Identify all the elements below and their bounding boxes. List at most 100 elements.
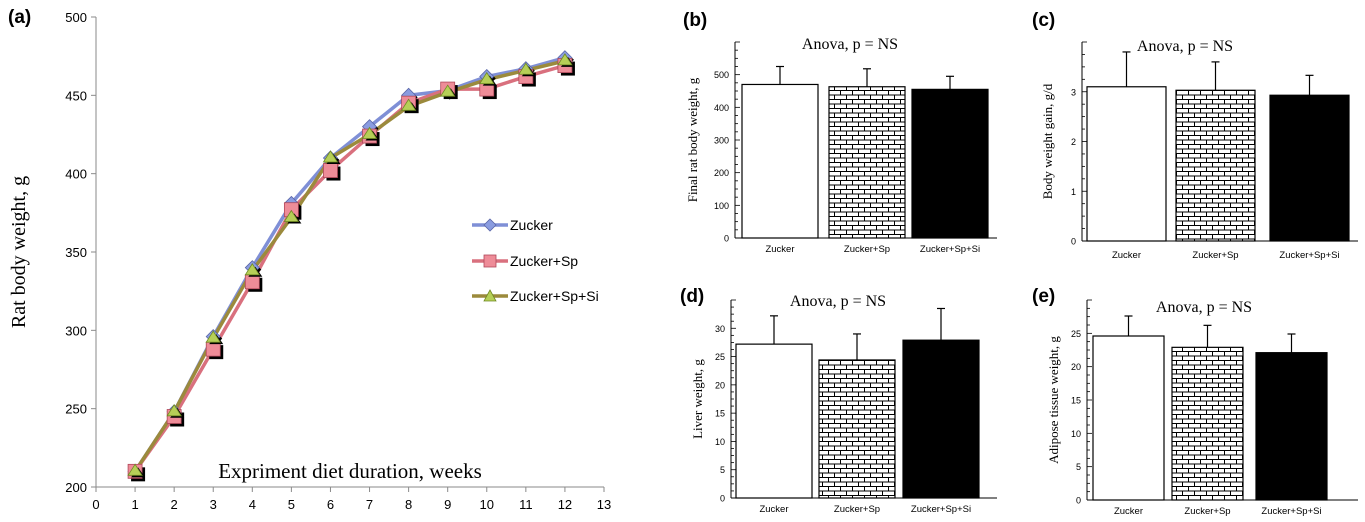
bar-zucker-sp-si	[902, 339, 980, 499]
anova-annotation: Anova, p = NS	[1137, 38, 1233, 55]
y-tick-label: 3	[1071, 87, 1076, 97]
bar-zucker-sp-si	[1269, 94, 1350, 242]
data-point	[205, 341, 221, 357]
y-tick-label: 25	[1071, 329, 1081, 339]
data-point	[166, 404, 182, 417]
series-line	[133, 63, 566, 473]
series-zucker	[133, 56, 566, 473]
y-tick-label: 100	[714, 201, 729, 211]
category-label: Zucker+Sp	[834, 504, 880, 515]
data-point	[205, 330, 221, 343]
y-tick-label: 10	[1071, 429, 1081, 439]
y-tick-label: 5	[720, 465, 725, 475]
y-tick-label: 10	[715, 437, 725, 447]
data-point	[518, 62, 534, 75]
y-tick-label: 30	[715, 324, 725, 334]
y-axis-title: Rat body weight, g	[8, 176, 30, 328]
panel-e-bar-chart: (e) Anova, p = NS 0 5 10 15 20 25 Adipose tissue…	[1032, 286, 1358, 517]
legend-label: Zucker+Sp	[510, 253, 578, 269]
x-tick-label: 12	[558, 497, 572, 512]
y-tick-label: 20	[715, 380, 725, 390]
legend-marker	[483, 218, 497, 232]
y-axis-title: Adipose tissue weight, g	[1046, 336, 1061, 464]
y-tick-label: 500	[714, 70, 729, 80]
x-tick-label: 9	[444, 497, 451, 512]
data-point	[244, 263, 261, 276]
panel-label-a: (a)	[8, 7, 31, 28]
category-label: Zucker+Sp+Si	[920, 244, 980, 255]
y-tick-label: 0	[724, 234, 729, 244]
series-markers-zucker	[127, 50, 574, 481]
category-label: Zucker+Sp	[1192, 250, 1238, 261]
series-zucker-sp	[133, 63, 566, 473]
series-line	[133, 56, 566, 473]
bar-zucker-sp-si	[911, 88, 989, 239]
y-tick-label: 400	[714, 103, 729, 113]
y-tick-label: 300	[65, 323, 87, 338]
data-point	[323, 163, 338, 178]
category-label: Zucker	[759, 504, 788, 515]
y-tick-label: 450	[65, 88, 87, 103]
panel-label-b: (b)	[683, 10, 707, 31]
series-markers-zucker-sp-si	[127, 53, 575, 478]
legend-label: Zucker+Sp+Si	[510, 288, 599, 304]
x-tick-label: 0	[92, 497, 99, 512]
y-tick-label: 5	[1076, 462, 1081, 472]
x-tick-label: 4	[249, 497, 256, 512]
data-point	[283, 209, 300, 222]
bar-zucker-sp	[1175, 89, 1256, 242]
legend-label: Zucker	[510, 217, 553, 233]
bar-zucker-sp	[828, 86, 906, 239]
legend-marker	[483, 254, 497, 268]
data-point	[127, 463, 143, 476]
y-tick-label: 20	[1071, 362, 1081, 372]
data-point	[479, 71, 495, 85]
y-axis-title: Liver weight, g	[690, 359, 705, 439]
y-tick-label: 300	[714, 136, 729, 146]
y-axis-title: Final rat body weight, g	[685, 77, 700, 202]
data-point	[361, 126, 378, 139]
data-point	[400, 98, 417, 111]
y-tick-label: 25	[715, 352, 725, 362]
y-tick-label: 250	[65, 402, 87, 417]
anova-annotation: Anova, p = NS	[1156, 299, 1252, 316]
data-point	[322, 150, 339, 163]
bar-zucker-sp	[818, 359, 896, 499]
panel-b-bar-chart: (b) Anova, p = NS 0 100 200 300 400 500 Final ra…	[683, 10, 997, 255]
panel-label-d: (d)	[680, 286, 704, 307]
y-tick-label: 400	[65, 167, 87, 182]
legend-marker	[483, 289, 497, 302]
x-tick-label: 11	[519, 497, 533, 512]
bar-zucker	[1092, 335, 1165, 501]
y-tick-label: 0	[1076, 496, 1081, 506]
series-markers-zucker-sp	[127, 58, 575, 482]
anova-annotation: Anova, p = NS	[802, 36, 898, 53]
y-tick-label: 15	[1071, 396, 1081, 406]
data-point	[557, 53, 573, 66]
y-tick-label: 1	[1071, 187, 1076, 197]
category-label: Zucker+Sp+Si	[1279, 250, 1339, 261]
x-tick-label: 13	[597, 497, 611, 512]
y-tick-label: 0	[720, 494, 725, 504]
category-label: Zucker+Sp	[844, 244, 890, 255]
panel-label-e: (e)	[1032, 286, 1055, 307]
y-axis-title: Body weight gain, g/d	[1040, 83, 1055, 199]
bar-zucker	[1086, 86, 1167, 242]
data-point	[439, 84, 456, 97]
bar-zucker-sp	[1171, 346, 1244, 501]
series-zucker-sp-si	[133, 59, 566, 473]
x-tick-label: 1	[131, 497, 138, 512]
category-label: Zucker+Sp	[1184, 506, 1230, 517]
x-tick-label: 8	[405, 497, 412, 512]
y-tick-label: 0	[1071, 237, 1076, 247]
data-point	[244, 274, 260, 290]
panel-d-bar-chart: (d) Anova, p = NS 0 5 10 15 20 25 30 Liver weight…	[680, 286, 997, 515]
y-tick-label: 15	[715, 409, 725, 419]
panel-c-bar-chart: (c) Anova, p = NS 0 1 2 3 Body weight gain, g/…	[1032, 10, 1358, 261]
bar-zucker	[735, 343, 813, 499]
category-label: Zucker	[1112, 250, 1141, 261]
category-label: Zucker+Sp+Si	[911, 504, 971, 515]
legend: Zucker Zucker+Sp Zucker+Sp+Si	[472, 217, 599, 304]
category-label: Zucker+Sp+Si	[1261, 506, 1321, 517]
